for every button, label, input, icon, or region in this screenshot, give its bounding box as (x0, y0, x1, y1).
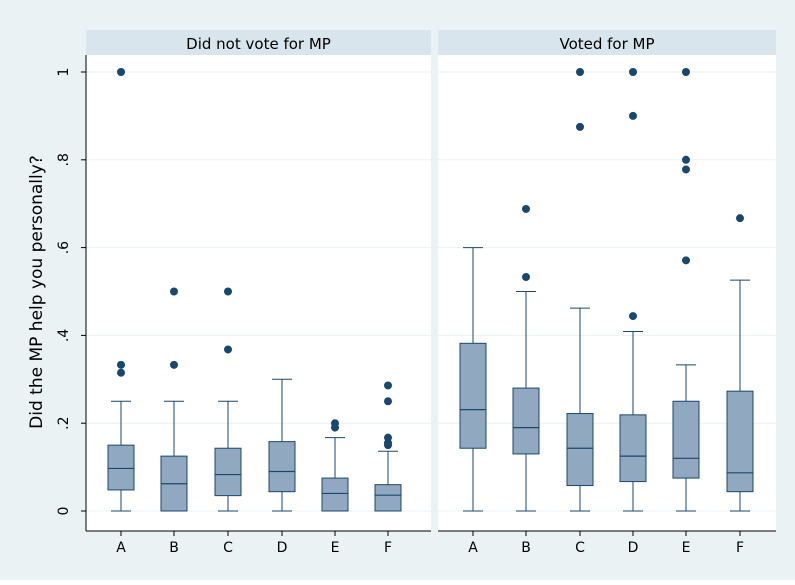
x-tick-label: B (521, 540, 531, 556)
outlier-point (384, 397, 392, 406)
outlier-point (522, 204, 530, 213)
y-tick-label: .2 (56, 417, 72, 430)
box-iqr (321, 477, 349, 512)
x-tick-label: B (169, 540, 179, 556)
x-tick-label: F (736, 540, 744, 556)
box-iqr (672, 400, 700, 479)
box-iqr (619, 414, 647, 483)
outlier-point (331, 419, 339, 428)
panel-title: Voted for MP (559, 35, 654, 53)
panel-plot-area (86, 55, 431, 531)
panel-title: Did not vote for MP (186, 35, 331, 53)
panel-title-strip (438, 30, 776, 55)
x-tick-label: D (628, 540, 639, 556)
y-axis-title: Did the MP help you personally? (27, 155, 47, 429)
outlier-point (117, 68, 125, 76)
x-tick-label: E (331, 540, 340, 556)
outlier-point (682, 68, 690, 76)
y-tick-label: .6 (56, 241, 72, 254)
outlier-point (224, 287, 232, 296)
outlier-point (736, 214, 744, 223)
outlier-point (576, 68, 584, 76)
panel-plot-area (438, 55, 776, 531)
y-tick-label: .8 (56, 153, 72, 166)
outlier-point (117, 360, 125, 369)
outlier-point (629, 111, 637, 120)
outlier-point (170, 360, 178, 369)
outlier-point (170, 287, 178, 296)
x-tick-label: A (116, 540, 126, 556)
outlier-point (224, 345, 232, 354)
outlier-point (117, 368, 125, 377)
box-iqr (459, 342, 487, 449)
box-iqr (107, 444, 135, 491)
outlier-point (522, 273, 530, 282)
box-iqr (726, 390, 754, 493)
x-tick-label: C (223, 540, 233, 556)
x-tick-label: E (682, 540, 691, 556)
box-iqr (374, 484, 402, 512)
box-iqr (214, 447, 242, 497)
outlier-point (629, 68, 637, 76)
box-iqr (566, 413, 594, 487)
outlier-point (682, 165, 690, 174)
panel-title-strip (86, 30, 431, 55)
x-tick-label: D (277, 540, 288, 556)
x-tick-label: F (384, 540, 392, 556)
outlier-point (384, 381, 392, 390)
x-tick-label: C (575, 540, 585, 556)
outlier-point (576, 122, 584, 131)
y-tick-label: .4 (56, 329, 72, 342)
box-iqr (512, 387, 540, 455)
outlier-point (629, 312, 637, 321)
y-tick-label: 1 (56, 68, 72, 77)
outlier-point (682, 155, 690, 164)
y-tick-label: 0 (56, 507, 72, 516)
outlier-point (682, 256, 690, 265)
outlier-point (384, 433, 392, 442)
x-tick-label: A (468, 540, 478, 556)
box-iqr (268, 441, 296, 493)
